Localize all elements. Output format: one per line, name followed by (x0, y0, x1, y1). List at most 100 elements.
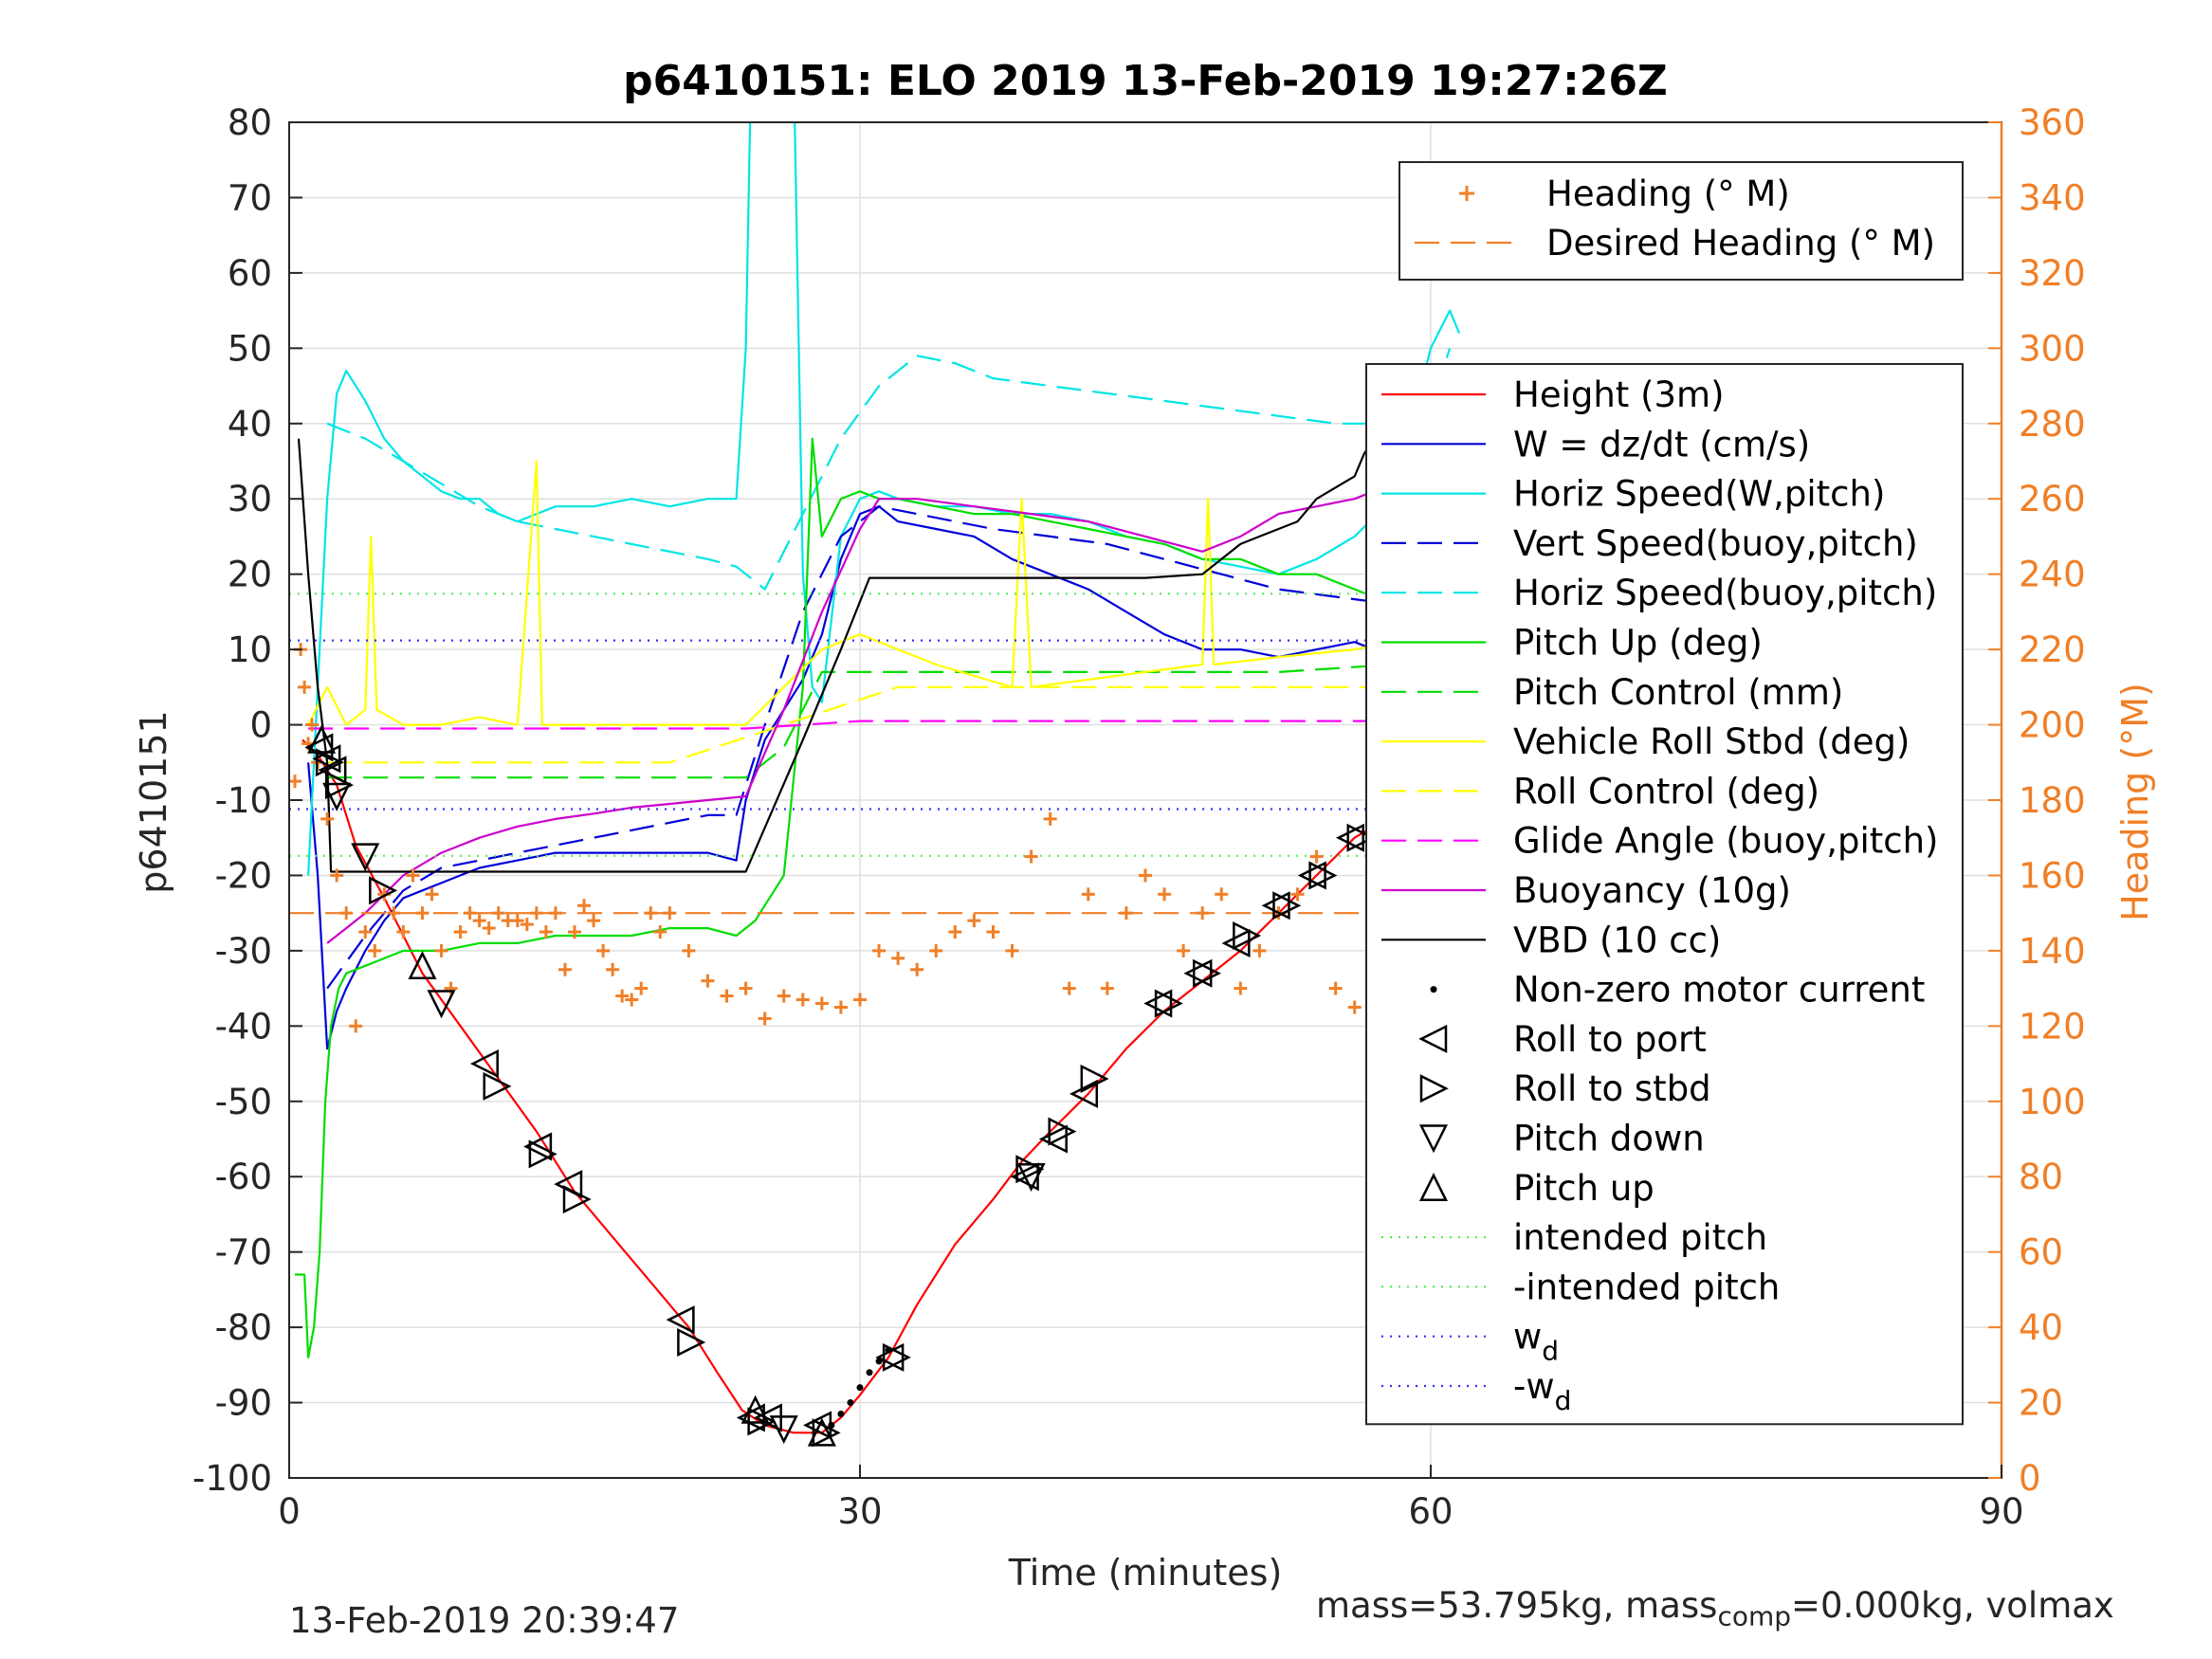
marker-roll-stbd (483, 1071, 512, 1101)
legend-main-label: Non-zero motor current (1513, 970, 1925, 1011)
legend-main-label: Horiz Speed(buoy,pitch) (1513, 573, 1937, 613)
y-tick-label-left: 40 (228, 404, 272, 445)
marker-motor-current (866, 1369, 873, 1376)
legend-main-label-text: W = dz/dt (cm/s) (1513, 424, 1810, 465)
y-tick-label-left: 80 (228, 102, 272, 143)
heading-point (320, 811, 335, 826)
y-tick-label-left: 30 (228, 479, 272, 520)
y-tick-label-right: 320 (2019, 253, 2086, 294)
marker-roll-stbd (677, 1327, 706, 1358)
heading-point (577, 899, 592, 913)
marker-roll-port (803, 1411, 832, 1440)
marker-pitch-down (351, 843, 380, 872)
legend-swatch-triangle (1418, 1124, 1449, 1154)
heading-point (548, 906, 562, 921)
heading-point (1062, 981, 1076, 995)
heading-point (682, 943, 696, 957)
y-tick-label-left: -70 (215, 1232, 272, 1273)
legend-main-label: Roll Control (deg) (1513, 771, 1819, 811)
marker-roll-port (1297, 861, 1326, 890)
marker-roll-port (1221, 928, 1251, 957)
heading-point (368, 943, 382, 957)
marker-roll-stbd (1192, 958, 1222, 988)
heading-point (596, 943, 611, 957)
y-tick-label-right: 220 (2019, 629, 2086, 670)
y-tick-label-left: -20 (215, 855, 272, 896)
x-axis-label: Time (minutes) (1008, 1552, 1283, 1594)
y-tick-label-right: 100 (2019, 1082, 2086, 1122)
y-tick-label-left: -40 (215, 1006, 272, 1047)
y-axis-left: 80 70 60 50 40 30 20 10 0 -10 -20 -30 -40 -50 -60 -70 -8… (192, 102, 302, 1499)
legend-main-label-text: Roll Control (deg) (1513, 771, 1819, 811)
heading-point (396, 925, 411, 939)
legend-main-label-text: Roll to port (1513, 1019, 1707, 1060)
marker-roll-port (1038, 1124, 1068, 1154)
heading-point (510, 914, 524, 928)
marker-pitch-up (408, 950, 437, 980)
marker-roll-stbd (1154, 989, 1183, 1018)
x-tick-label: 30 (837, 1491, 882, 1532)
marker-motor-current (837, 1410, 845, 1417)
marker-roll-stbd (562, 1185, 592, 1214)
marker-roll-port (1143, 989, 1173, 1018)
marker-roll-stbd (1233, 921, 1262, 951)
marker-pitch-up (807, 1417, 836, 1447)
y-tick-label-left: 0 (249, 705, 272, 746)
heading-point (634, 981, 649, 995)
heading-point (434, 943, 448, 957)
legend-swatch-dot (1430, 986, 1437, 994)
series-line-horiz-speed-buoy-pitch- (326, 347, 1452, 591)
y-tick-label-left: -50 (215, 1082, 272, 1122)
heading-point (1024, 849, 1038, 864)
heading-point (558, 962, 572, 976)
legend-main-label: Pitch down (1513, 1119, 1705, 1159)
marker-roll-port (1183, 958, 1213, 988)
heading-point (444, 981, 458, 995)
heading-point (1100, 981, 1114, 995)
marker-roll-port (523, 1132, 553, 1161)
heading-point (701, 974, 715, 988)
heading-point (653, 925, 667, 939)
heading-point (463, 906, 477, 921)
heading-point (349, 1019, 363, 1033)
heading-point (910, 962, 924, 976)
heading-point (833, 1000, 848, 1014)
marker-roll-port (1335, 823, 1364, 852)
heading-point (406, 868, 420, 883)
legend-main-label-text: VBD (10 cc) (1513, 920, 1721, 960)
marker-motor-current (828, 1421, 835, 1429)
legend-main-label-text: w (1513, 1317, 1542, 1358)
marker-motor-current (856, 1384, 864, 1392)
y-tick-label-right: 200 (2019, 705, 2086, 746)
heading-point (814, 996, 829, 1011)
heading-point (1196, 906, 1210, 921)
footer-mass-a: mass=53.795kg, mass (1316, 1585, 1718, 1626)
y-tick-label-right: 80 (2019, 1157, 2063, 1197)
heading-point (520, 918, 534, 932)
x-axis: 0 30 60 90 (278, 1465, 2024, 1532)
heading-point (739, 981, 753, 995)
legend-main: Height (3m) W = dz/dt (cm/s) Horiz Speed(W… (1365, 363, 1964, 1426)
y-tick-label-right: 60 (2019, 1232, 2063, 1273)
legend-main-label: Roll to port (1513, 1019, 1707, 1060)
legend-heading-box (1398, 161, 1964, 281)
footer-timestamp: 13-Feb-2019 20:39:47 (289, 1600, 680, 1641)
y-tick-label-right: 240 (2019, 555, 2086, 595)
heading-point (615, 989, 630, 1003)
legend-main-label-text: -w (1513, 1366, 1555, 1407)
heading-point (948, 925, 962, 939)
marker-roll-stbd (528, 1139, 558, 1169)
legend-main-label-text: Horiz Speed(buoy,pitch) (1513, 573, 1937, 613)
heading-point (967, 914, 981, 928)
legend-main-label: Buoyancy (10g) (1513, 870, 1791, 911)
legend-main-label: intended pitch (1513, 1217, 1767, 1258)
legend-swatch-triangle (1418, 1173, 1449, 1202)
heading-point (1347, 1000, 1362, 1014)
heading-point (453, 925, 467, 939)
x-tick-label: 90 (1979, 1491, 2023, 1532)
legend-main-label: -wd (1513, 1366, 1571, 1416)
legend-main-label-text: -intended pitch (1513, 1267, 1780, 1307)
heading-point (289, 775, 302, 789)
heading-point (387, 906, 401, 921)
